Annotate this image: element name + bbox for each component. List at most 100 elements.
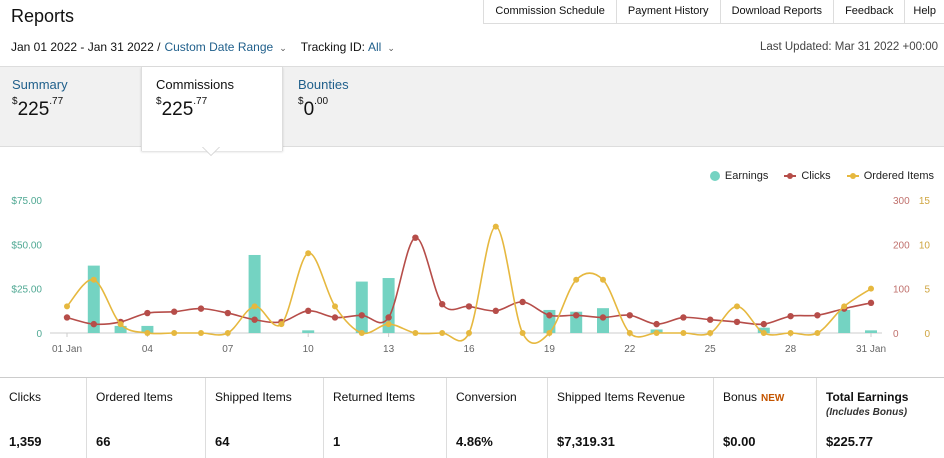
clicks-point xyxy=(733,318,741,326)
ordered-items-point xyxy=(358,330,365,336)
earnings-bar xyxy=(248,254,261,333)
stat-shipped-items-revenue: Shipped Items Revenue $7,319.31 xyxy=(548,378,714,458)
amount-cents: .77 xyxy=(49,96,64,107)
active-tab-pointer xyxy=(202,146,220,155)
y-clicks-tick-label: 200 xyxy=(893,240,910,251)
legend-ordered-items-label: Ordered Items xyxy=(863,170,934,182)
ordered-items-line xyxy=(66,225,872,344)
clicks-point xyxy=(653,320,660,328)
stat-bonus: Bonus NEW $0.00 xyxy=(714,378,817,458)
clicks-point xyxy=(412,234,419,241)
currency-symbol: $ xyxy=(156,96,162,107)
legend-earnings-label: Earnings xyxy=(724,170,769,182)
ordered-items-point xyxy=(841,303,848,310)
ordered-items-point xyxy=(653,330,660,336)
ordered-items-point xyxy=(626,330,633,336)
tracking-id-dropdown[interactable]: All xyxy=(367,40,382,54)
clicks-point xyxy=(599,314,607,321)
y-clicks-tick-label: 100 xyxy=(893,285,910,296)
ordered-items-point xyxy=(198,330,204,336)
legend-earnings[interactable]: Earnings xyxy=(709,170,769,182)
x-tick-label: 28 xyxy=(785,344,797,355)
y-left-tick-label: $50.00 xyxy=(11,240,42,251)
top-nav: Commission Schedule Payment History Down… xyxy=(483,0,944,24)
ordered-items-point xyxy=(787,330,794,336)
clicks-point xyxy=(492,307,499,315)
y-clicks-tick-label: 300 xyxy=(893,196,910,207)
amount-cents: .77 xyxy=(193,96,208,107)
stat-label: Returned Items xyxy=(333,390,416,404)
help-link[interactable]: Help xyxy=(913,5,936,17)
clicks-point xyxy=(305,307,312,315)
stat-ordered-items: Ordered Items 66 xyxy=(87,378,206,458)
amount-whole: 225 xyxy=(17,99,50,120)
x-tick-label: 16 xyxy=(463,344,475,355)
stat-conversion: Conversion 4.86% xyxy=(447,378,548,458)
ordered-items-point xyxy=(734,303,740,310)
clicks-point xyxy=(573,312,580,319)
bonus-label: Bonus xyxy=(723,390,758,404)
tab-commissions[interactable]: Commissions $225.77 xyxy=(141,67,283,151)
clicks-point xyxy=(465,303,473,310)
legend-ordered-items[interactable]: Ordered Items xyxy=(846,170,934,182)
clicks-point xyxy=(385,314,392,321)
ordered-items-point xyxy=(546,330,553,336)
stat-label: Shipped Items Revenue xyxy=(557,390,686,404)
clicks-point xyxy=(814,312,821,319)
ordered-items-point xyxy=(117,321,124,328)
stat-shipped-items: Shipped Items 64 xyxy=(206,378,324,458)
clicks-point xyxy=(251,316,258,323)
y-ordered-tick-label: 0 xyxy=(924,329,930,340)
stat-clicks: Clicks 1,359 xyxy=(0,378,87,458)
ordered-items-point xyxy=(144,330,151,336)
earnings-bar xyxy=(865,330,877,333)
amount-whole: 225 xyxy=(161,99,194,120)
filter-row: Jan 01 2022 - Jan 31 2022 / Custom Date … xyxy=(11,40,395,54)
earnings-bar xyxy=(382,278,395,333)
clicks-point xyxy=(546,312,553,319)
earnings-bar xyxy=(838,309,851,333)
y-ordered-tick-label: 10 xyxy=(919,240,931,251)
earnings-bar xyxy=(302,330,315,333)
clicks-point xyxy=(144,309,151,317)
commission-schedule-link[interactable]: Commission Schedule xyxy=(484,0,617,23)
payment-history-link[interactable]: Payment History xyxy=(617,0,721,23)
stat-value: 66 xyxy=(96,434,111,449)
custom-date-range-link[interactable]: Custom Date Range xyxy=(164,40,274,54)
tab-summary[interactable]: Summary $225.77 xyxy=(0,67,140,147)
ordered-items-point xyxy=(412,330,419,336)
stat-sub-label: (Includes Bonus) xyxy=(826,407,908,418)
y-left-tick-label: 0 xyxy=(36,329,42,340)
clicks-point xyxy=(331,314,339,321)
ordered-items-point xyxy=(224,330,231,336)
stat-label: Bonus NEW xyxy=(723,390,784,404)
chevron-down-icon[interactable]: ⌄ xyxy=(387,42,395,53)
page-title: Reports xyxy=(11,6,75,26)
currency-symbol: $ xyxy=(298,96,304,107)
earnings-chart: 0 $25.00 $50.00 $75.00 0 100 200 300 0 5 10 15 01 Ja… xyxy=(11,196,931,355)
y-ordered-tick-label: 15 xyxy=(919,196,931,207)
clicks-point xyxy=(358,312,365,319)
ordered-items-point xyxy=(278,321,285,328)
currency-symbol: $ xyxy=(12,96,18,107)
stat-value: 64 xyxy=(215,434,230,449)
tab-bounties[interactable]: Bounties $0.00 xyxy=(285,67,425,147)
tab-summary-amount: $225.77 xyxy=(12,96,64,121)
legend-clicks[interactable]: Clicks xyxy=(784,170,831,182)
x-tick-label: 19 xyxy=(544,344,556,355)
ordered-items-swatch-icon xyxy=(846,171,859,181)
tab-bounties-label: Bounties xyxy=(298,77,349,92)
feedback-link[interactable]: Feedback xyxy=(834,0,906,23)
download-reports-link[interactable]: Download Reports xyxy=(721,0,835,23)
stat-label: Ordered Items xyxy=(96,390,173,404)
ordered-items-point xyxy=(492,223,499,230)
tab-bounties-amount: $0.00 xyxy=(298,96,328,121)
stat-returned-items: Returned Items 1 xyxy=(324,378,447,458)
clicks-point xyxy=(439,300,446,308)
tracking-id-label: Tracking ID: xyxy=(300,40,365,54)
tab-summary-label: Summary xyxy=(12,77,68,92)
amount-whole: 0 xyxy=(303,99,315,120)
chevron-down-icon[interactable]: ⌄ xyxy=(279,42,287,53)
x-tick-label: 31 Jan xyxy=(856,344,886,355)
clicks-point xyxy=(197,305,205,312)
